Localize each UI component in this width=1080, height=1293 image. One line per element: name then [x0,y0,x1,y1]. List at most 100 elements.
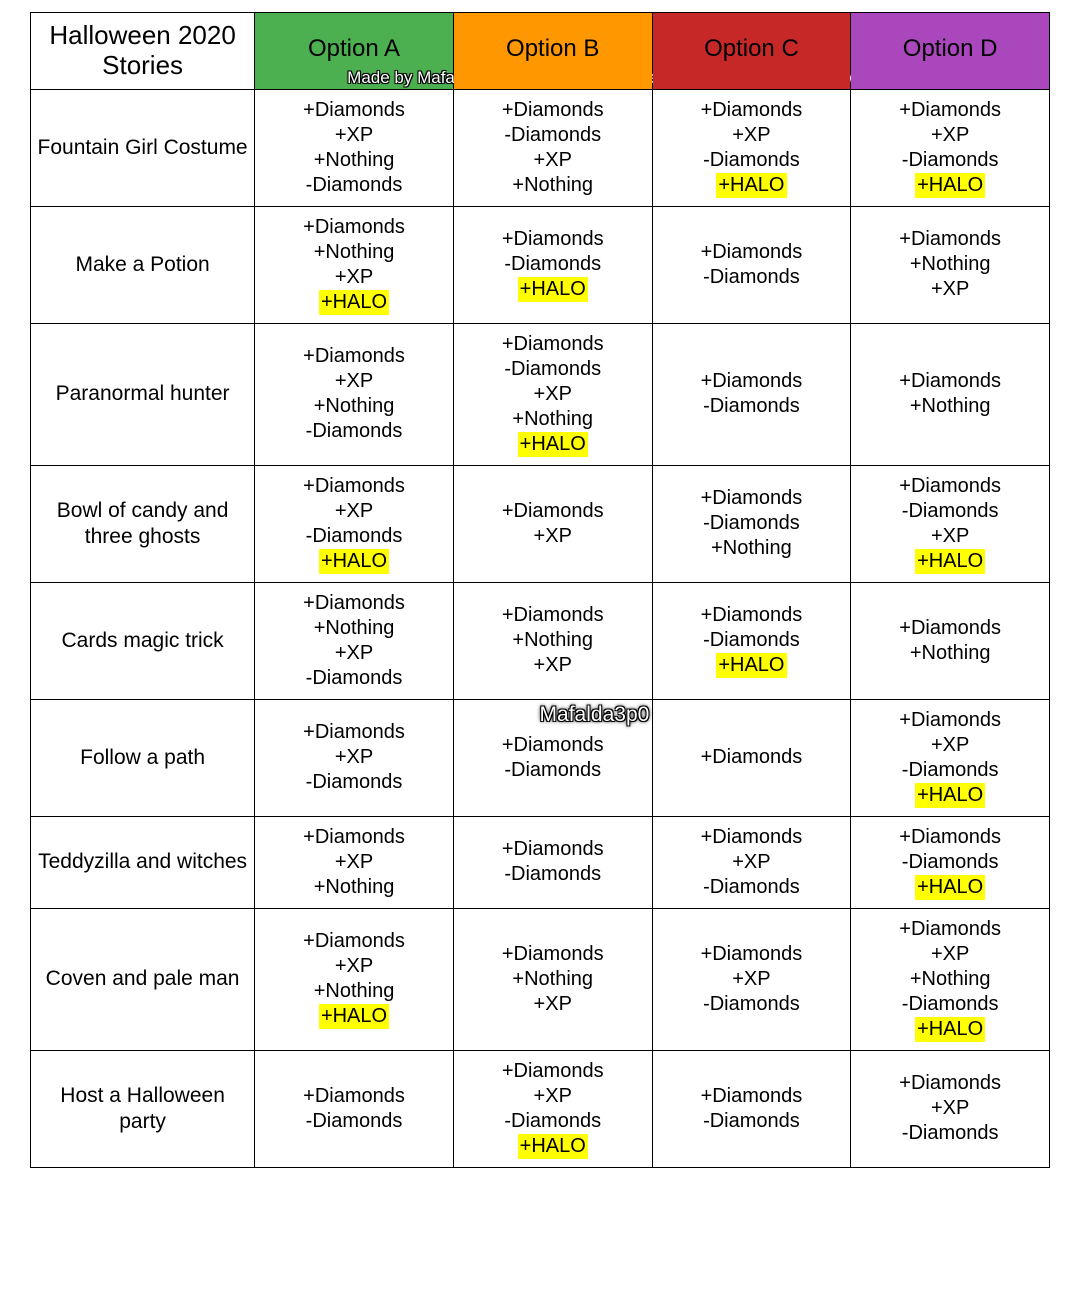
option-a-header: Option A Made by Mafalda3p0 on Instagram… [255,13,454,90]
outcome-cell: +Diamonds+Nothing [851,323,1050,465]
outcome: +XP [657,123,847,148]
outcome: +Nothing [259,394,449,419]
outcome-cell: +Diamonds+Nothing+XP [453,582,652,699]
outcome: -Diamonds [855,992,1045,1017]
outcome: +XP [657,850,847,875]
outcome: +HALO [855,875,1045,900]
outcome-cell: +Diamonds+XP+Nothing [255,816,454,908]
outcome-cell: +Diamonds+XP-Diamonds+HALO [255,465,454,582]
outcome: +XP [259,369,449,394]
outcome: +Diamonds [259,344,449,369]
outcome: +Nothing [458,628,648,653]
halo-outcome: +HALO [915,875,985,900]
outcome: +Nothing [657,536,847,561]
option-c-label: Option C [704,35,799,62]
outcome: +XP [259,499,449,524]
outcome-cell: +Diamonds-Diamonds [255,1050,454,1167]
halo-outcome: +HALO [915,783,985,808]
table-row: Paranormal hunter+Diamonds+XP+Nothing-Di… [31,323,1050,465]
outcome: +Nothing [855,641,1045,666]
story-name: Bowl of candy and three ghosts [31,465,255,582]
outcome-cell: +Diamonds [652,699,851,816]
outcome: +HALO [855,549,1045,574]
outcome: +Diamonds [458,837,648,862]
halo-outcome: +HALO [319,290,389,315]
outcome: +Diamonds [458,227,648,252]
halo-outcome: +HALO [518,432,588,457]
sheet: Halloween 2020 Stories Option A Made by … [0,0,1080,1198]
outcome-cell: +Diamonds-Diamonds [652,323,851,465]
outcome: +XP [458,382,648,407]
outcome: +Nothing [259,875,449,900]
outcome-cell: +Diamonds-Diamonds+XP+Nothing [453,89,652,206]
outcome: +Diamonds [657,825,847,850]
table-row: Make a Potion+Diamonds+Nothing+XP+HALO+D… [31,206,1050,323]
outcome: +XP [657,967,847,992]
outcome: -Diamonds [259,524,449,549]
halo-outcome: +HALO [915,1017,985,1042]
outcome-cell: +Diamonds+Nothing [851,582,1050,699]
outcome: -Diamonds [657,875,847,900]
outcome: -Diamonds [259,1109,449,1134]
outcome-cell: +Diamonds+XP-Diamonds+HALO [851,89,1050,206]
outcome: +HALO [855,783,1045,808]
outcome: -Diamonds [855,1121,1045,1146]
outcome-cell: +Diamonds+XP-Diamonds+HALO [453,1050,652,1167]
outcome: +HALO [855,173,1045,198]
story-name: Cards magic trick [31,582,255,699]
outcome: +XP [458,1084,648,1109]
outcome: +Diamonds [657,369,847,394]
header-row: Halloween 2020 Stories Option A Made by … [31,13,1050,90]
outcome-cell: +Diamonds-Diamonds+HALO [652,582,851,699]
outcome-cell: +Diamonds+XP-Diamonds [652,908,851,1050]
story-name: Coven and pale man [31,908,255,1050]
outcome: +HALO [458,432,648,457]
outcome: +XP [855,277,1045,302]
outcome: +XP [855,524,1045,549]
outcome: +Diamonds [855,227,1045,252]
option-c-header: Option C [652,13,851,90]
outcome: -Diamonds [855,850,1045,875]
outcome: +Diamonds [657,603,847,628]
outcome: +Diamonds [855,98,1045,123]
outcome: -Diamonds [259,666,449,691]
outcome: -Diamonds [657,992,847,1017]
outcome: +Diamonds [657,745,847,770]
outcome: +HALO [657,653,847,678]
outcome-cell: +Diamonds+Nothing+XP [453,908,652,1050]
outcome: +Diamonds [855,369,1045,394]
story-name: Teddyzilla and witches [31,816,255,908]
outcome: +Diamonds [855,1071,1045,1096]
outcome: +Diamonds [458,332,648,357]
outcome: +Diamonds [259,215,449,240]
halo-outcome: +HALO [518,277,588,302]
outcome: +XP [855,123,1045,148]
table-row: Bowl of candy and three ghosts+Diamonds+… [31,465,1050,582]
halo-outcome: +HALO [319,549,389,574]
outcome-cell: +Diamonds+XP-Diamonds [255,699,454,816]
halo-outcome: +HALO [716,173,786,198]
table-row: Fountain Girl Costume+Diamonds+XP+Nothin… [31,89,1050,206]
stories-table: Halloween 2020 Stories Option A Made by … [30,12,1050,1168]
outcome: -Diamonds [657,148,847,173]
outcome: +Diamonds [657,942,847,967]
table-row: Cards magic trick+Diamonds+Nothing+XP-Di… [31,582,1050,699]
outcome: +Diamonds [855,825,1045,850]
outcome-cell: +Diamonds-Diamonds+HALO [851,816,1050,908]
outcome: -Diamonds [458,123,648,148]
outcome: +XP [458,653,648,678]
outcome-cell: +Diamonds+XP-Diamonds+HALO [652,89,851,206]
outcome: -Diamonds [458,1109,648,1134]
outcome: +HALO [259,549,449,574]
outcome: -Diamonds [259,173,449,198]
story-name: Make a Potion [31,206,255,323]
table-row: Teddyzilla and witches+Diamonds+XP+Nothi… [31,816,1050,908]
outcome-cell: +Diamonds+Nothing+XP-Diamonds [255,582,454,699]
outcome: +XP [458,992,648,1017]
outcome-cell: +Diamonds-Diamonds [652,206,851,323]
table-row: Coven and pale man+Diamonds+XP+Nothing+H… [31,908,1050,1050]
outcome: +XP [259,265,449,290]
outcome: -Diamonds [855,758,1045,783]
outcome: +Diamonds [855,708,1045,733]
outcome: -Diamonds [458,357,648,382]
